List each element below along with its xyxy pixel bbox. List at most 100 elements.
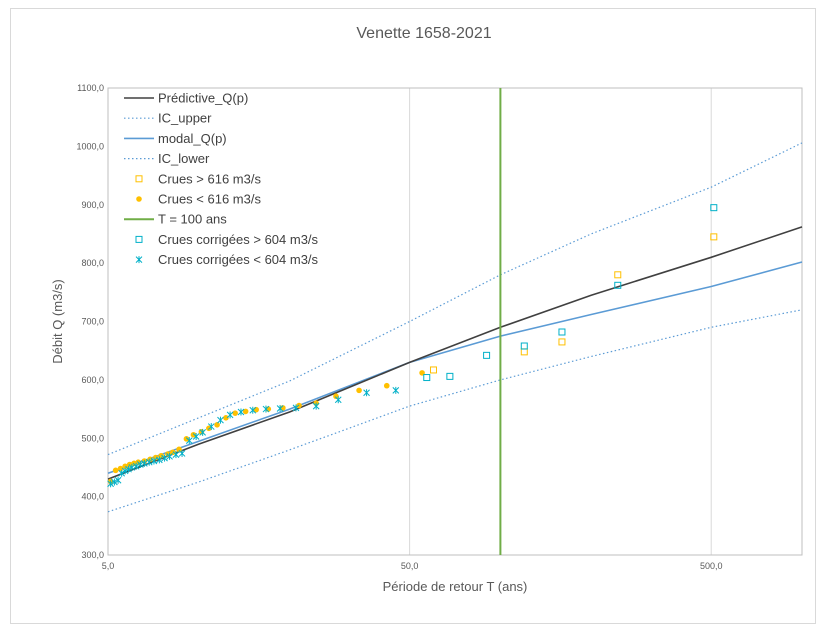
data-point: [136, 461, 144, 469]
legend-swatch: [135, 235, 143, 243]
data-point: [107, 480, 114, 488]
data-point: [226, 411, 234, 419]
chart-title: Venette 1658-2021: [356, 25, 491, 42]
data-point: [207, 423, 215, 431]
legend-label: modal_Q(p): [158, 131, 227, 146]
legend-label: T = 100 ans: [158, 212, 227, 227]
data-point: [333, 393, 339, 400]
y-tick-label: 800,0: [81, 258, 104, 268]
data-point: [118, 469, 126, 477]
y-tick-label: 1000,0: [76, 141, 104, 151]
legend-item: modal_Q(p): [124, 131, 227, 146]
data-point: [242, 408, 249, 415]
chart-frame: Venette 1658-2021 5,0 50,0 500,0 300,0 400,0…: [10, 8, 816, 624]
series-crues-616-m3-s: [429, 233, 718, 374]
data-point: [710, 204, 718, 212]
legend-item: Crues < 616 m3/s: [136, 192, 261, 207]
data-point: [114, 476, 122, 484]
series-crues-616-m3-s: [107, 370, 425, 485]
data-point: [262, 405, 270, 413]
y-axis-title: Débit Q (m3/s): [50, 279, 65, 364]
data-point: [169, 449, 176, 456]
legend-item: Crues > 616 m3/s: [135, 171, 261, 186]
x-tick-label: 50,0: [401, 561, 419, 571]
data-point: [214, 422, 220, 428]
data-point: [520, 348, 528, 356]
data-point: [178, 449, 186, 457]
series-modal-q-p: [107, 261, 803, 475]
data-point: [111, 478, 118, 486]
data-point: [446, 372, 454, 380]
data-point: [237, 408, 245, 416]
data-point: [185, 437, 193, 445]
x-tick-label: 500,0: [700, 561, 723, 571]
data-point: [183, 436, 190, 442]
legend-swatch: [135, 175, 143, 183]
series-ic-upper: [107, 142, 803, 456]
y-tick-label: 700,0: [81, 317, 104, 327]
y-tick-label: 600,0: [81, 375, 104, 385]
data-point: [423, 374, 431, 382]
data-point: [334, 396, 342, 404]
data-point: [128, 463, 136, 471]
tick-labels: 5,0 50,0 500,0 300,0 400,0 500,0 600,0 700,0 800…: [76, 83, 722, 571]
chart-svg: Venette 1658-2021 5,0 50,0 500,0 300,0 400,0…: [50, 25, 803, 594]
data-point: [150, 457, 158, 465]
y-tick-label: 500,0: [81, 433, 104, 443]
series-ic-lower: [107, 309, 803, 513]
legend-item: Crues corrigées > 604 m3/s: [135, 232, 319, 247]
data-point: [223, 415, 229, 421]
data-point: [249, 406, 257, 414]
data-point: [710, 233, 718, 241]
legend-label: Crues < 616 m3/s: [158, 192, 261, 207]
data-point: [558, 328, 566, 336]
series-crues-corrig-es-604-m3-s: [423, 204, 718, 382]
data-point: [121, 467, 129, 475]
data-point: [125, 465, 132, 473]
legend-label: Crues > 616 m3/s: [158, 171, 261, 186]
data-point: [141, 459, 148, 467]
data-point: [190, 431, 197, 438]
legend-swatch: [136, 196, 142, 202]
data-point: [296, 402, 302, 409]
data-point: [161, 454, 168, 462]
legend-label: Crues corrigées < 604 m3/s: [158, 252, 319, 267]
series-crues-corrig-es-604-m3-s: [107, 386, 400, 488]
data-point: [383, 382, 390, 389]
legend-item: Prédictive_Q(p): [124, 91, 248, 106]
legend-swatch: [135, 256, 143, 264]
data-point: [312, 402, 320, 410]
y-tick-label: 1100,0: [77, 83, 104, 93]
data-point: [292, 404, 300, 412]
x-axis-title: Période de retour T (ans): [383, 579, 528, 594]
data-point: [199, 428, 207, 436]
legend-item: IC_upper: [124, 111, 212, 126]
y-tick-label: 400,0: [81, 492, 104, 502]
data-point: [356, 387, 362, 394]
data-point: [176, 446, 182, 453]
data-point: [132, 462, 140, 470]
grid: [409, 88, 712, 555]
data-point: [131, 460, 137, 467]
plot-area: [107, 87, 803, 556]
data-point: [429, 366, 437, 374]
data-point: [232, 410, 238, 416]
series-layer: [107, 88, 803, 555]
legend-label: IC_lower: [158, 151, 210, 166]
data-point: [166, 452, 173, 460]
data-point: [155, 456, 163, 464]
legend-item: T = 100 ans: [124, 212, 227, 227]
data-point: [112, 467, 119, 474]
data-point: [172, 451, 180, 459]
y-tick-label: 900,0: [81, 200, 104, 210]
data-point: [483, 351, 491, 359]
data-point: [276, 404, 284, 412]
series-pr-dictive-q-p: [107, 226, 803, 480]
data-point: [520, 342, 528, 350]
x-tick-label: 5,0: [102, 561, 115, 571]
legend-label: IC_upper: [158, 111, 212, 126]
data-point: [558, 338, 566, 346]
data-point: [392, 386, 400, 394]
y-tick-label: 300,0: [81, 550, 104, 560]
legend: Prédictive_Q(p) IC_upper modal_Q(p) IC_lowe…: [124, 91, 319, 267]
